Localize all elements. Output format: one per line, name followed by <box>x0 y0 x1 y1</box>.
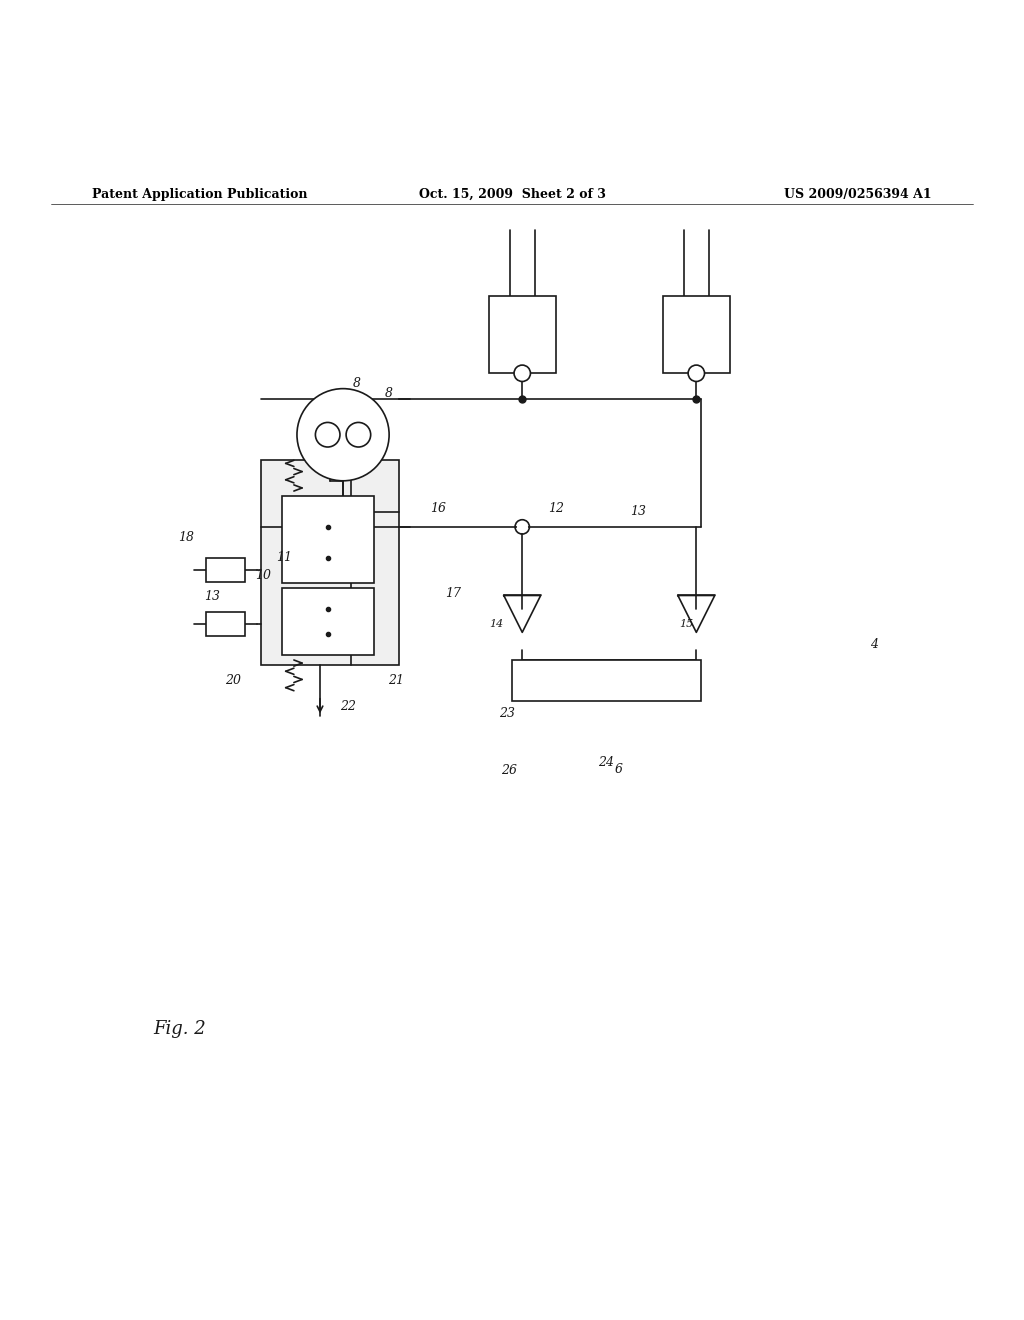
Bar <box>664 297 730 374</box>
Bar <box>512 660 701 701</box>
Bar <box>282 589 374 655</box>
Text: Oct. 15, 2009  Sheet 2 of 3: Oct. 15, 2009 Sheet 2 of 3 <box>419 187 605 201</box>
Text: 21: 21 <box>388 675 404 686</box>
Circle shape <box>297 388 389 480</box>
Text: 26: 26 <box>501 764 517 777</box>
Text: Fig. 2: Fig. 2 <box>154 1019 207 1038</box>
Text: 16: 16 <box>430 502 446 515</box>
Text: Patent Application Publication: Patent Application Publication <box>92 187 307 201</box>
Bar <box>282 496 374 583</box>
Text: 15: 15 <box>679 619 693 630</box>
Text: 24: 24 <box>598 756 614 768</box>
Circle shape <box>315 422 340 447</box>
Text: 14: 14 <box>489 619 504 630</box>
Circle shape <box>688 366 705 381</box>
Text: US 2009/0256394 A1: US 2009/0256394 A1 <box>784 187 932 201</box>
Text: 20: 20 <box>224 675 241 686</box>
Text: 18: 18 <box>178 531 195 544</box>
Text: 8: 8 <box>385 387 393 400</box>
Text: 8: 8 <box>353 378 361 389</box>
Bar <box>489 297 555 374</box>
Text: 13: 13 <box>630 506 646 517</box>
Text: 6: 6 <box>614 763 623 776</box>
Text: 22: 22 <box>340 700 356 713</box>
Bar <box>206 557 245 582</box>
Text: 23: 23 <box>499 706 515 719</box>
Text: 12: 12 <box>548 502 564 515</box>
Text: 13: 13 <box>204 590 220 603</box>
Circle shape <box>514 366 530 381</box>
Text: 4: 4 <box>870 638 879 651</box>
Text: 11: 11 <box>275 552 292 564</box>
Text: 17: 17 <box>445 587 462 599</box>
Bar <box>261 461 399 665</box>
Bar <box>206 612 245 636</box>
Text: 10: 10 <box>255 569 271 582</box>
Circle shape <box>346 422 371 447</box>
